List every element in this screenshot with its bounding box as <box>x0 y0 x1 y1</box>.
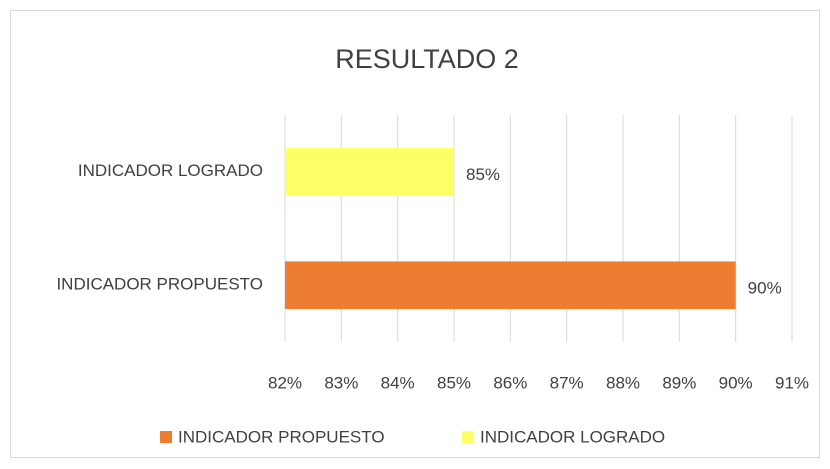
bar <box>285 261 736 310</box>
x-tick-label: 85% <box>437 373 471 392</box>
x-tick-label: 88% <box>606 373 640 392</box>
chart-title: RESULTADO 2 <box>335 44 519 74</box>
legend-swatch <box>462 431 474 443</box>
x-tick-label: 91% <box>775 373 809 392</box>
x-tick-label: 90% <box>719 373 753 392</box>
legend-label: INDICADOR PROPUESTO <box>178 427 385 446</box>
y-tick-label: INDICADOR PROPUESTO <box>56 275 263 294</box>
chart-border <box>10 10 820 458</box>
x-tick-label: 89% <box>662 373 696 392</box>
x-tick-label: 84% <box>381 373 415 392</box>
y-tick-label: INDICADOR LOGRADO <box>78 161 263 180</box>
x-tick-label: 87% <box>550 373 584 392</box>
value-label: 90% <box>748 279 782 298</box>
legend-label: INDICADOR LOGRADO <box>480 427 665 446</box>
x-tick-label: 86% <box>493 373 527 392</box>
bar <box>285 147 454 196</box>
value-label: 85% <box>466 165 500 184</box>
x-tick-label: 83% <box>324 373 358 392</box>
x-tick-label: 82% <box>268 373 302 392</box>
legend-swatch <box>160 431 172 443</box>
